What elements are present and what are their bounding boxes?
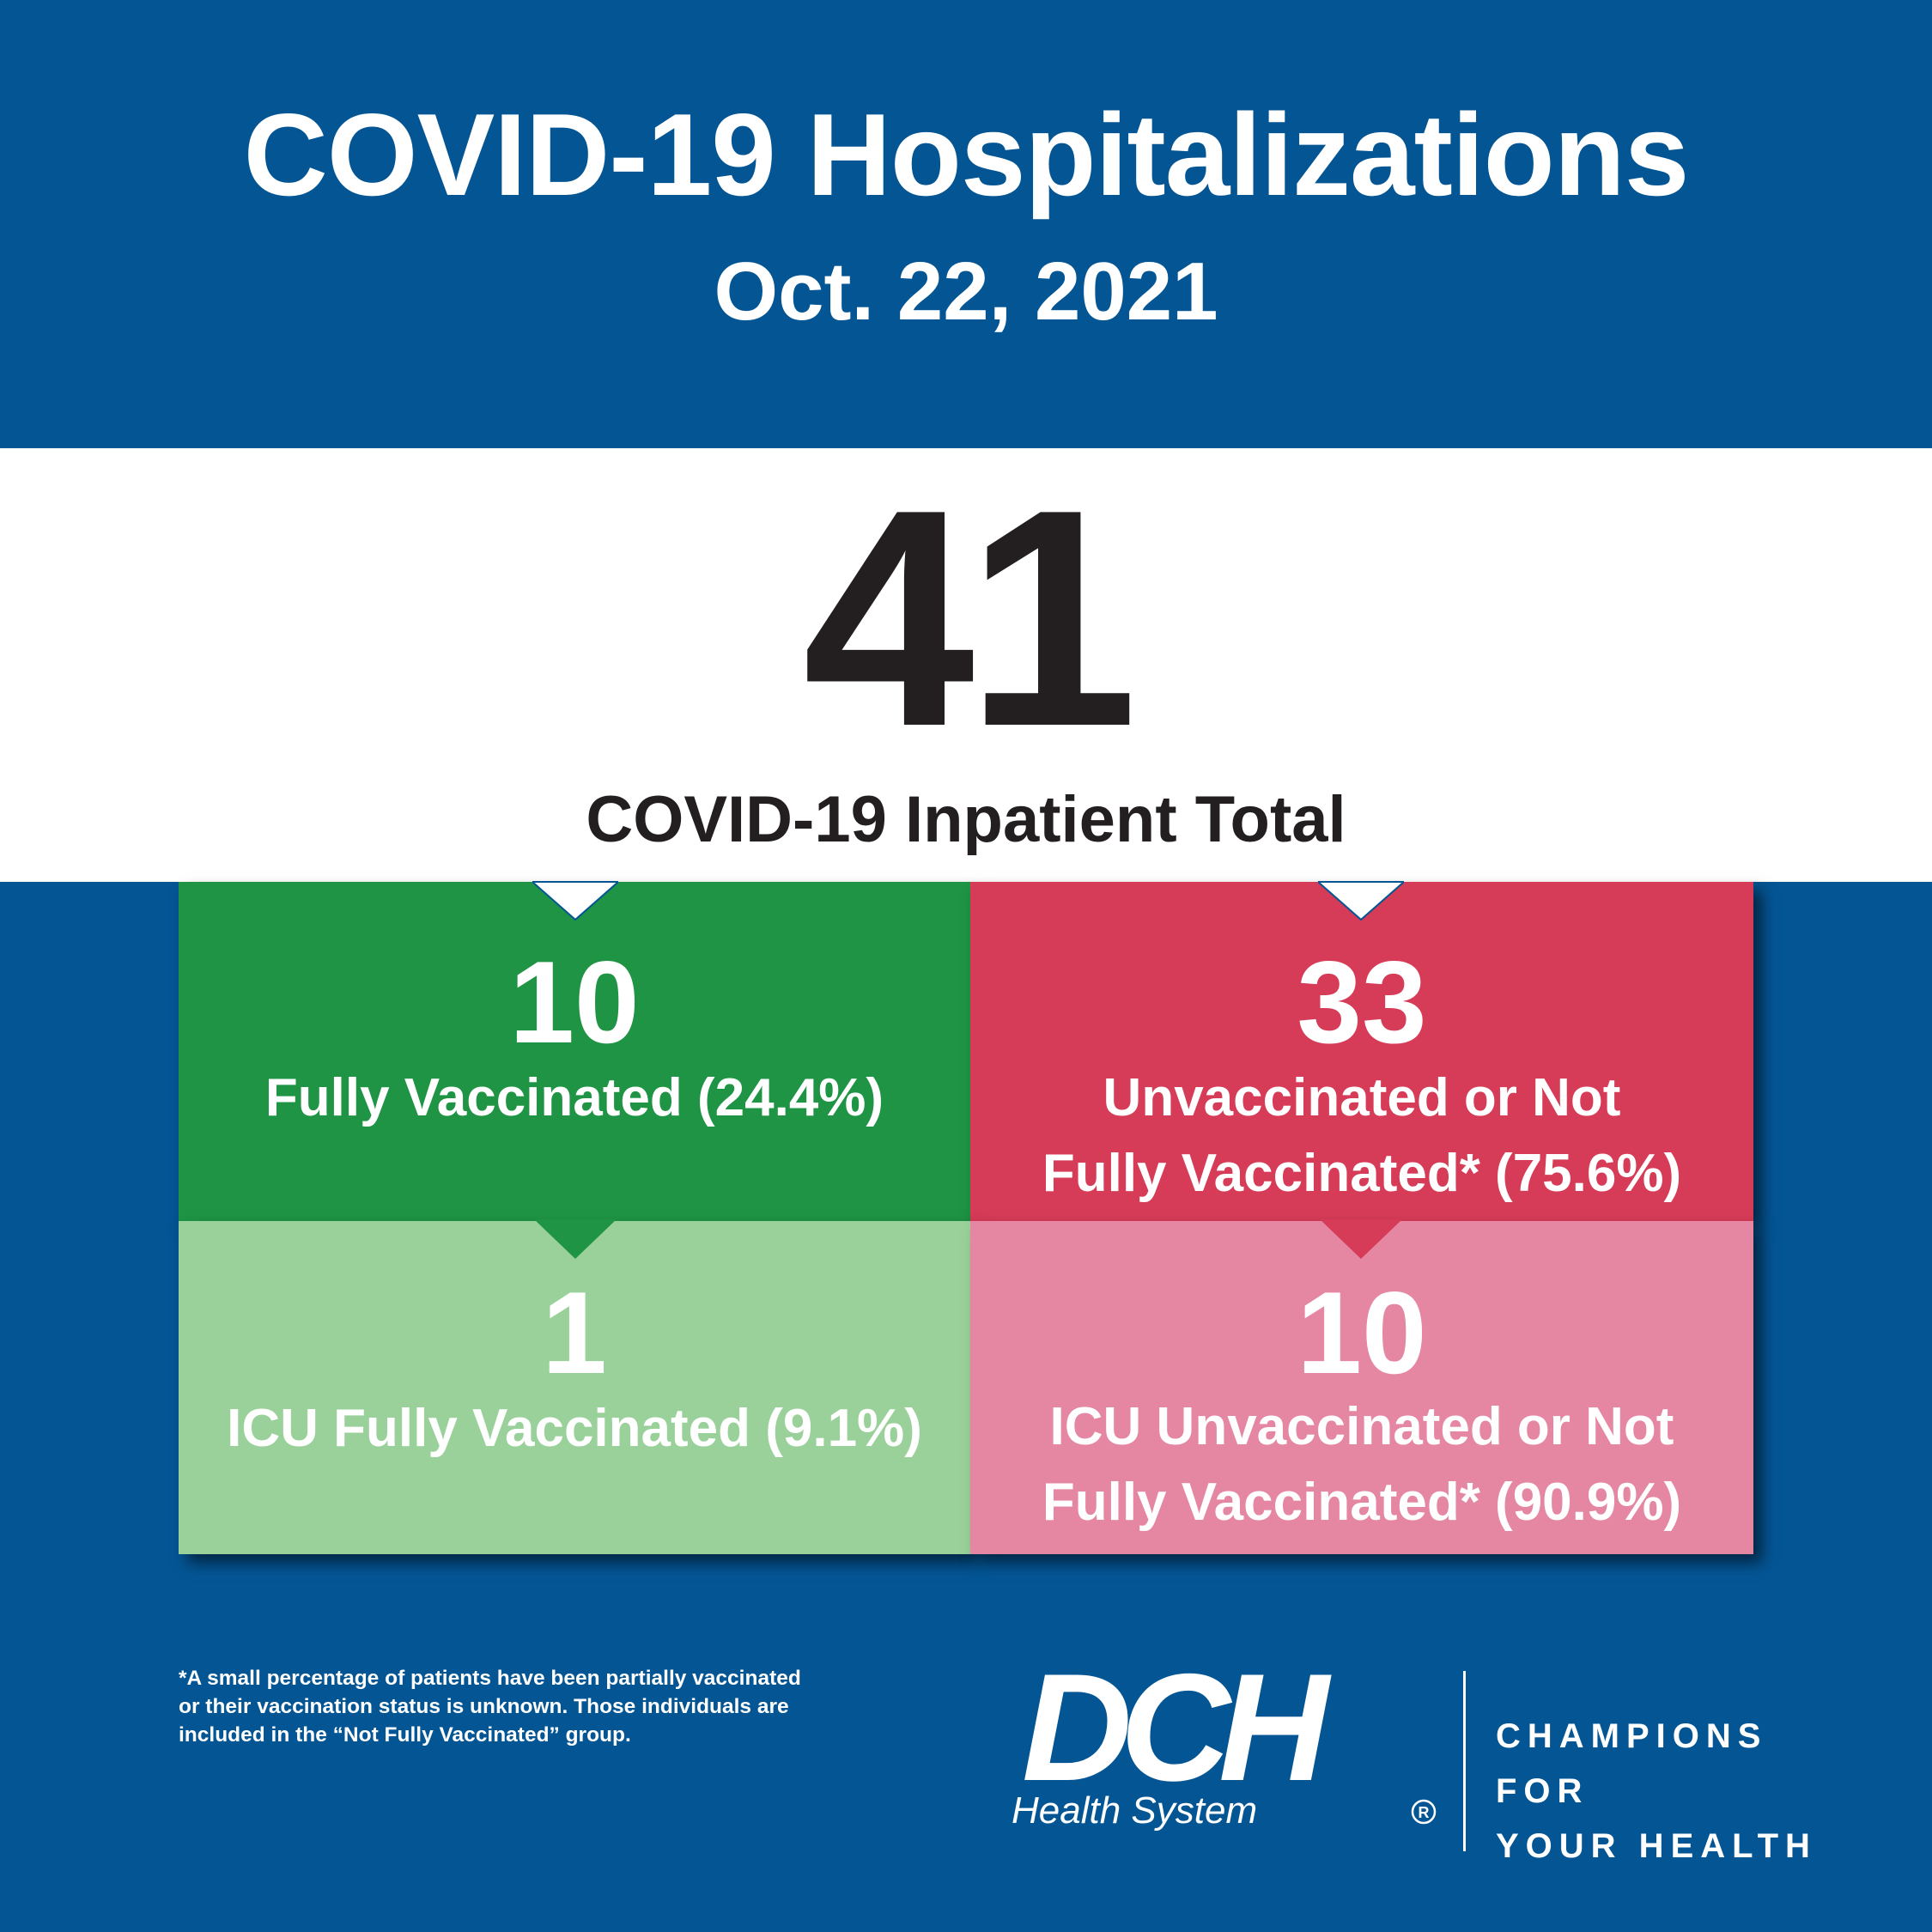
unvaccinated-label-line2: Fully Vaccinated* (75.6%) [1042, 1144, 1682, 1203]
registered-icon [1411, 1799, 1437, 1825]
total-inpatient-number: 41 [802, 446, 1138, 791]
tagline-line: CHAMPIONS FOR [1496, 1717, 1768, 1810]
footnote: *A small percentage of patients have bee… [179, 1664, 951, 1749]
pointer-unvaccinated-icon [1318, 881, 1404, 921]
tagline: CHAMPIONS FOR YOUR HEALTH [1496, 1709, 1856, 1874]
unvaccinated-count: 33 [1297, 937, 1427, 1067]
dch-logo: DCH Health System R [1012, 1670, 1437, 1832]
registered-mark: R [1419, 1804, 1430, 1821]
fully-vaccinated-count: 10 [509, 937, 640, 1067]
icu-fully-vaccinated-label: ICU Fully Vaccinated (9.1%) [227, 1399, 922, 1458]
pointer-icu-unvaccinated-icon [1320, 1219, 1402, 1259]
unvaccinated-box: 33 Unvaccinated or Not Fully Vaccinated*… [970, 882, 1753, 1221]
icu-unvaccinated-box: 10 ICU Unvaccinated or Not Fully Vaccina… [970, 1221, 1753, 1554]
tagline-line: YOUR HEALTH [1496, 1827, 1817, 1865]
pointer-icu-fully-vaccinated-icon [534, 1219, 617, 1259]
fully-vaccinated-box: 10 Fully Vaccinated (24.4%) [179, 882, 970, 1221]
unvaccinated-label-line1: Unvaccinated or Not [1103, 1068, 1621, 1127]
footnote-line: or their vaccination status is unknown. … [179, 1695, 789, 1718]
footnote-line: *A small percentage of patients have bee… [179, 1667, 801, 1690]
fully-vaccinated-label: Fully Vaccinated (24.4%) [264, 1068, 884, 1127]
icu-unvaccinated-label-line1: ICU Unvaccinated or Not [1049, 1397, 1674, 1456]
footnote-line: included in the “Not Fully Vaccinated” g… [179, 1723, 631, 1747]
logo-divider [1463, 1671, 1466, 1851]
pointer-fully-vaccinated-icon [532, 881, 618, 921]
report-date: Oct. 22, 2021 [714, 246, 1218, 337]
icu-unvaccinated-count: 10 [1297, 1267, 1427, 1398]
logo-subtitle: Health System [1012, 1789, 1257, 1832]
icu-unvaccinated-label-line2: Fully Vaccinated* (90.9%) [1042, 1473, 1682, 1532]
logo-letters: DCH [1022, 1670, 1332, 1813]
total-inpatient-label: COVID-19 Inpatient Total [586, 783, 1346, 856]
icu-fully-vaccinated-box: 1 ICU Fully Vaccinated (9.1%) [179, 1221, 970, 1554]
page-title: COVID-19 Hospitalizations [243, 89, 1690, 220]
icu-fully-vaccinated-count: 1 [542, 1267, 607, 1398]
total-panel [0, 448, 1932, 882]
